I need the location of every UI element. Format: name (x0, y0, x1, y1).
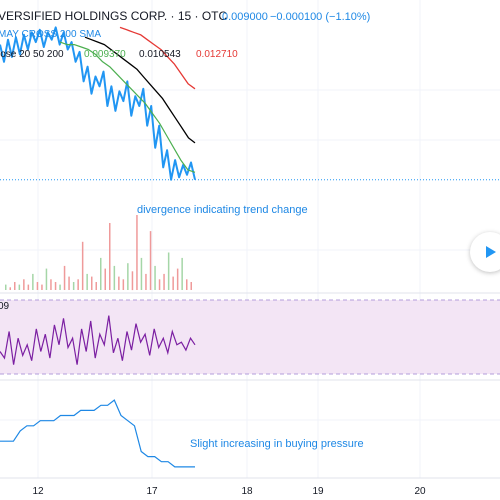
volume-bar (154, 265, 156, 290)
grid (0, 0, 500, 478)
volume-bar (91, 276, 93, 290)
volume-bar (86, 273, 88, 290)
volume-bar (27, 284, 30, 290)
price-value: 0.009000 (222, 11, 268, 23)
volume-bar (158, 279, 161, 290)
oscillator-label: 09 (0, 301, 10, 312)
play-icon (486, 246, 496, 258)
price-change: −0.000100 (−1.10%) (270, 11, 370, 23)
oscillator-band (0, 300, 500, 374)
price-panel (0, 26, 500, 181)
obv-panel (0, 399, 195, 468)
x-tick-label: 19 (312, 486, 324, 497)
volume-bar (118, 276, 120, 290)
volume-bar (72, 282, 75, 290)
volume-bar (113, 265, 116, 290)
series-line-price (0, 26, 196, 181)
ma50-value: 0.010543 (139, 49, 181, 60)
volume-bar (32, 273, 34, 290)
x-tick-label: 18 (241, 486, 253, 497)
oscillator-panel (0, 299, 500, 375)
series-line-ma-200 (119, 26, 196, 90)
volume-bar (181, 257, 183, 290)
volume-bar (5, 284, 7, 290)
volume-bar (41, 284, 43, 290)
volume-bar (122, 279, 125, 290)
x-tick-label: 12 (32, 486, 44, 497)
volume-bar (9, 287, 11, 290)
volume-bar (63, 265, 66, 290)
volume-bar (77, 279, 79, 290)
volume-bar (140, 257, 143, 290)
oscillator-line (0, 315, 196, 365)
volume-bar (36, 282, 39, 290)
panel-dividers (0, 292, 500, 479)
indicator-label[interactable]: MAY CROSS 200 SMA (0, 29, 101, 40)
volume-bar (149, 231, 152, 290)
volume-bar (186, 279, 188, 290)
volume-bar (18, 284, 21, 290)
chart-title: VERSIFIED HOLDINGS CORP. · 15 · OTC (0, 9, 227, 23)
volume-bar (23, 279, 25, 290)
play-button[interactable] (470, 232, 500, 272)
volume-bar (14, 282, 16, 290)
volume-bar (176, 268, 179, 290)
series-line-ma-20 (59, 41, 196, 173)
volume-bar (163, 273, 165, 290)
annotation-divergence: divergence indicating trend change (137, 204, 308, 216)
obv-line (0, 399, 195, 468)
x-tick-label: 20 (414, 486, 426, 497)
volume-bar (136, 215, 138, 290)
volume-bar (95, 282, 97, 290)
volume-bar (100, 257, 102, 290)
series-line-ma-50 (84, 36, 196, 144)
volume-bar (68, 276, 70, 290)
x-axis: 12 17 18 19 20 (32, 486, 426, 497)
volume-bar (109, 223, 111, 290)
volume-bar (145, 273, 147, 290)
volume-bar (104, 268, 106, 290)
volume-bar (131, 271, 134, 291)
volume-panel (5, 215, 192, 291)
volume-bar (167, 252, 170, 290)
volume-bar (127, 263, 129, 290)
volume-bar (81, 241, 84, 290)
volume-bar (190, 282, 192, 290)
x-tick-label: 17 (146, 486, 158, 497)
ma-label[interactable]: lose 20 50 200 (0, 49, 64, 60)
annotation-buying-pressure: Slight increasing in buying pressure (190, 438, 364, 450)
volume-bar (45, 268, 48, 290)
volume-bar (54, 282, 57, 290)
ma20-value: 0.009370 (84, 49, 126, 60)
ma200-value: 0.012710 (196, 49, 238, 60)
volume-bar (50, 279, 52, 290)
volume-bar (59, 284, 61, 290)
volume-bar (172, 276, 174, 290)
